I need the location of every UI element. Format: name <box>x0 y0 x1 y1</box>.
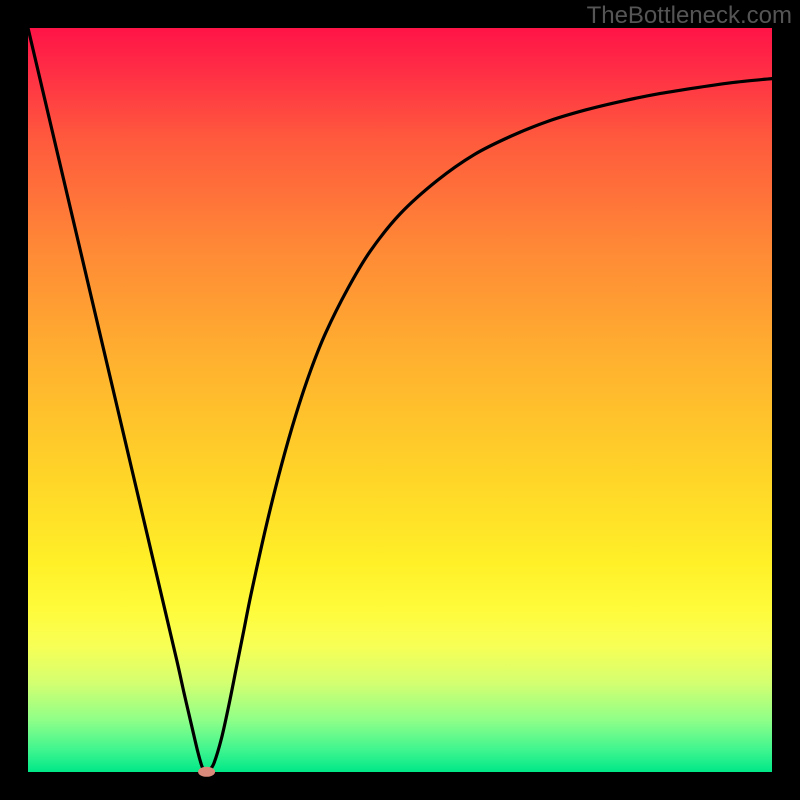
chart-plot-area <box>28 28 772 772</box>
watermark-text: TheBottleneck.com <box>587 2 792 30</box>
optimum-marker <box>198 767 216 777</box>
chart-curve <box>28 28 772 772</box>
chart-outer-frame: TheBottleneck.com <box>0 0 800 800</box>
